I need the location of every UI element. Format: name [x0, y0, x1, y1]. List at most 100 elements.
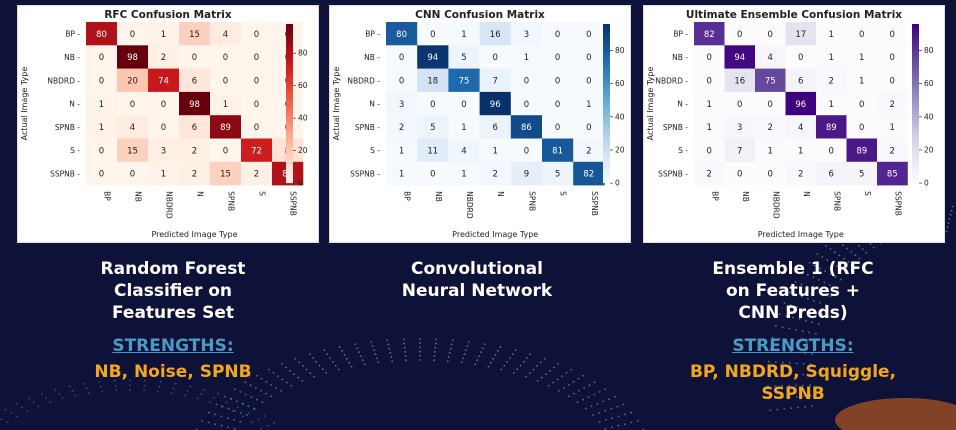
x-tick-label: NBDRD [165, 191, 174, 219]
heatmap-cell [210, 161, 242, 186]
heatmap-cell [86, 161, 118, 186]
heatmap-cell [86, 45, 118, 69]
cell-value-label: 2 [161, 53, 166, 63]
heatmap-cell [86, 22, 118, 46]
cell-value-label: 1 [798, 146, 803, 156]
cell-value-label: 0 [399, 76, 404, 86]
heatmap-cell [241, 45, 273, 69]
cell-value-label: 1 [829, 53, 834, 63]
cell-value-label: 86 [521, 123, 532, 133]
heatmap-cell [148, 91, 180, 116]
heatmap-cell [724, 138, 756, 163]
cell-value-label: 0 [130, 30, 135, 40]
cell-value-label: 15 [127, 146, 138, 156]
ensemble-caption-line: on Features + [725, 281, 861, 301]
dotted-wave-decoration [0, 203, 954, 430]
heatmap-cell [148, 115, 180, 139]
x-tick-label: BP [403, 191, 412, 201]
heatmap-cell [816, 138, 847, 163]
x-tick-label: BP [710, 191, 719, 201]
heatmap-cell [479, 45, 512, 69]
ensemble-caption-line: CNN Preds) [738, 303, 848, 323]
cell-value-label: 0 [461, 100, 466, 110]
x-tick-label: NB [434, 191, 443, 202]
cell-value-label: 1 [99, 123, 104, 133]
colorbar [912, 24, 919, 184]
cell-value-label: 0 [555, 100, 560, 110]
y-tick-label: BP - [673, 30, 688, 39]
heatmap-cell [573, 22, 605, 46]
cell-value-label: 0 [130, 100, 135, 110]
heatmap-cell [694, 138, 725, 163]
cell-value-label: 1 [829, 100, 834, 110]
heatmap-cell [816, 91, 847, 116]
heatmap-cell [117, 161, 149, 186]
x-tick-label: NB [741, 191, 750, 202]
heatmap-cell [210, 91, 242, 116]
cell-value-label: 0 [829, 146, 834, 156]
heatmap-cell [448, 161, 480, 186]
cell-value-label: 2 [192, 146, 197, 156]
colorbar-tick-label: 0 [615, 179, 620, 188]
y-tick-label: NBDRD - [47, 76, 80, 85]
cell-value-label: 0 [223, 146, 228, 156]
cell-value-label: 81 [552, 146, 563, 156]
cell-value-label: 5 [555, 170, 560, 180]
rfc-caption-line: Classifier on [113, 281, 233, 301]
cell-value-label: 0 [555, 53, 560, 63]
cell-value-label: 1 [707, 123, 712, 133]
heatmap-cell [448, 115, 480, 139]
heatmap-cell [510, 138, 543, 163]
heatmap-cell [510, 91, 543, 116]
y-tick-label: SPNB - [55, 123, 80, 132]
heatmap-cell [417, 161, 449, 186]
heatmap-cell [724, 115, 756, 139]
heatmap-cell [573, 115, 605, 139]
heatmap-cell [846, 91, 878, 116]
cell-value-label: 0 [859, 30, 864, 40]
heatmap-cell [86, 91, 118, 116]
heatmap-cell [210, 45, 242, 69]
heatmap-cell [785, 91, 817, 116]
cell-value-label: 1 [768, 146, 773, 156]
heatmap-cell [724, 45, 756, 69]
heatmap-cell [785, 68, 817, 93]
heatmap-cell [510, 68, 543, 93]
cell-value-label: 0 [555, 30, 560, 40]
cell-value-label: 4 [768, 53, 773, 63]
heatmap-cell [816, 115, 847, 139]
x-tick-label: NBDRD [465, 191, 474, 219]
cell-value-label: 0 [524, 76, 529, 86]
cell-value-label: 0 [99, 146, 104, 156]
x-tick-label: SPNB [227, 191, 236, 211]
heatmap-cell [877, 91, 908, 116]
y-tick-label: BP - [365, 30, 380, 39]
cell-value-label: 0 [223, 53, 228, 63]
colorbar-tick-label: 20 [924, 145, 934, 154]
y-tick-label: N - [677, 100, 688, 109]
heatmap-cell [542, 22, 574, 46]
cell-value-label: 0 [890, 30, 895, 40]
ensemble-strengths-label: STRENGTHS: [732, 336, 854, 356]
cell-value-label: 0 [890, 76, 895, 86]
heatmap-cell [573, 91, 605, 116]
heatmap-cell [846, 68, 878, 93]
y-tick-label: NBDRD - [347, 76, 380, 85]
heatmap-cell [417, 68, 449, 93]
heatmap-cell [877, 161, 908, 186]
heatmap-cell [148, 45, 180, 69]
y-axis-label: Actual Image Type [646, 67, 655, 141]
cell-value-label: 0 [586, 53, 591, 63]
colorbar-tick-label: 60 [298, 81, 308, 90]
rfc-strengths-values: NB, Noise, SPNB [48, 361, 298, 383]
cell-value-label: 1 [161, 170, 166, 180]
rfc-strengths-label: STRENGTHS: [112, 336, 234, 356]
heatmap-cell [816, 161, 847, 186]
rfc-caption: Random Forest Classifier on Features Set [48, 258, 298, 324]
y-tick-label: NBDRD - [655, 76, 688, 85]
heatmap-cell [386, 22, 418, 46]
heatmap-cell [694, 161, 725, 186]
heatmap-cell [117, 138, 149, 163]
heatmap-cell [417, 115, 449, 139]
y-axis-label: Actual Image Type [20, 67, 29, 141]
